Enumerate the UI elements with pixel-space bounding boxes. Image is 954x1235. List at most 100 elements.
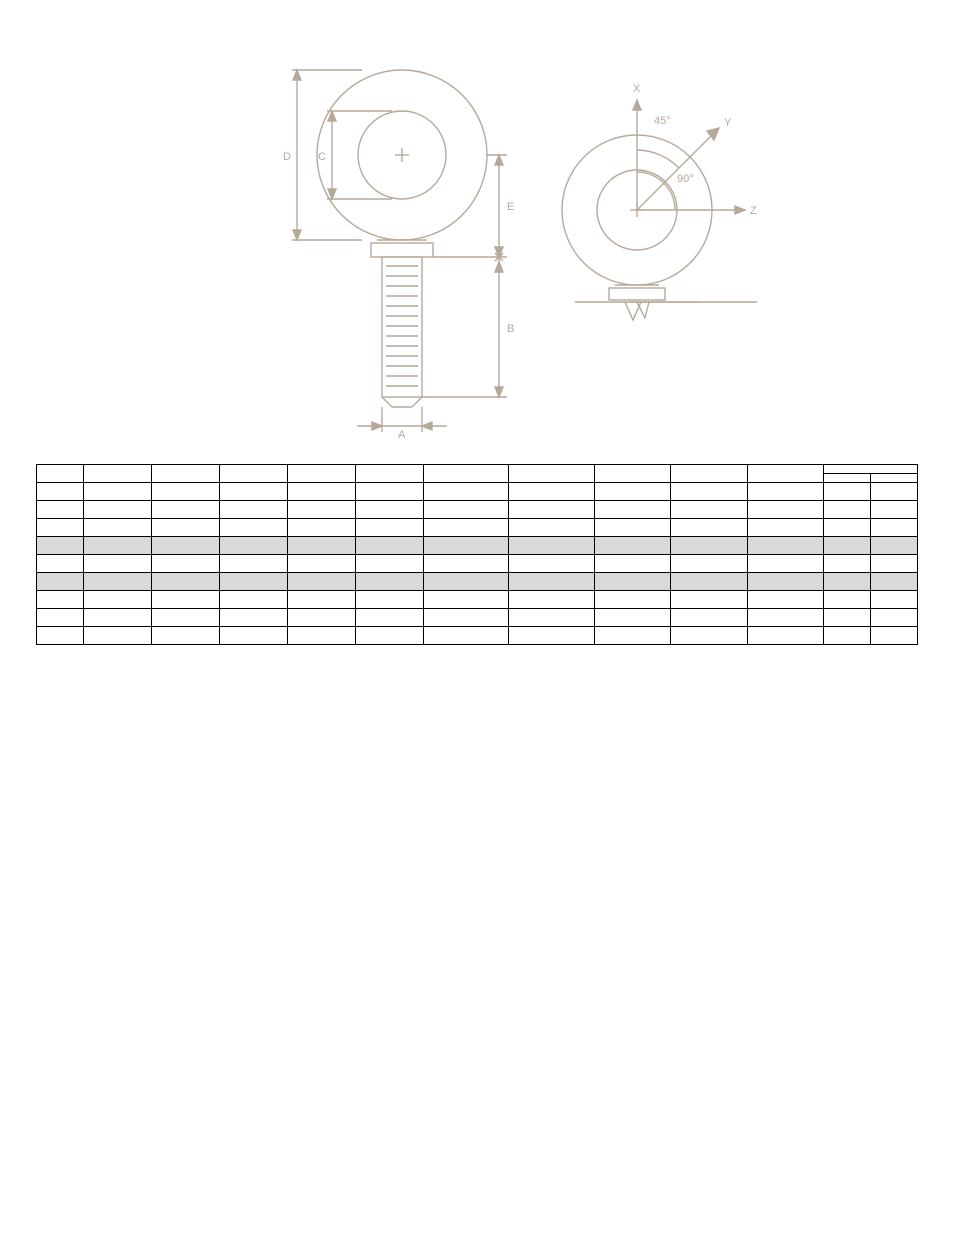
table-row [37, 555, 918, 573]
table-cell [356, 591, 424, 609]
table-cell [151, 555, 219, 573]
table-cell [356, 501, 424, 519]
table-cell [83, 573, 151, 591]
table-cell [747, 555, 824, 573]
hdr-wt-sub2 [871, 474, 918, 483]
table-cell [509, 591, 594, 609]
table-cell [747, 537, 824, 555]
table-cell [356, 555, 424, 573]
table-cell [37, 519, 84, 537]
table-cell [37, 609, 84, 627]
table-cell [288, 609, 356, 627]
table-row [37, 519, 918, 537]
axis-label-y: Y [724, 117, 732, 129]
axis-label-z: Z [750, 205, 757, 217]
table-cell [424, 483, 509, 501]
table-cell [288, 501, 356, 519]
table-cell [356, 573, 424, 591]
table-cell [424, 591, 509, 609]
table-cell [288, 519, 356, 537]
table-cell [594, 537, 671, 555]
table-cell [824, 501, 871, 519]
table-cell [220, 591, 288, 609]
table-row [37, 591, 918, 609]
table-cell [509, 627, 594, 645]
table-cell [356, 519, 424, 537]
table-row [37, 609, 918, 627]
spec-table-header [37, 465, 918, 483]
table-cell [594, 573, 671, 591]
table-cell [747, 483, 824, 501]
table-cell [220, 627, 288, 645]
table-cell [83, 627, 151, 645]
table-cell [151, 483, 219, 501]
angle-label-90: 90° [677, 173, 694, 185]
left-view: D C E [283, 70, 514, 440]
table-cell [824, 537, 871, 555]
table-cell [509, 501, 594, 519]
table-cell [220, 483, 288, 501]
table-cell [509, 483, 594, 501]
table-cell [424, 555, 509, 573]
table-cell [151, 609, 219, 627]
table-cell [83, 483, 151, 501]
dim-label-a: A [398, 429, 406, 440]
table-cell [747, 591, 824, 609]
angle-label-45: 45° [654, 115, 671, 127]
eyebolt-diagram: D C E [197, 40, 757, 440]
hdr-c [220, 465, 288, 483]
table-cell [83, 591, 151, 609]
table-cell [37, 483, 84, 501]
table-cell [220, 609, 288, 627]
table-cell [871, 555, 918, 573]
table-cell [288, 573, 356, 591]
table-cell [747, 627, 824, 645]
table-cell [824, 573, 871, 591]
table-cell [424, 519, 509, 537]
table-row [37, 483, 918, 501]
hdr-wll0 [594, 465, 671, 483]
table-cell [83, 609, 151, 627]
hdr-wt [824, 465, 918, 474]
eyebolt-diagram-container: D C E [36, 40, 918, 440]
table-cell [594, 609, 671, 627]
table-cell [594, 555, 671, 573]
table-row [37, 573, 918, 591]
table-cell [747, 519, 824, 537]
table-cell [151, 627, 219, 645]
table-cell [824, 609, 871, 627]
table-cell [151, 519, 219, 537]
table-cell [824, 519, 871, 537]
table-cell [871, 537, 918, 555]
table-cell [509, 519, 594, 537]
table-cell [871, 483, 918, 501]
table-cell [83, 555, 151, 573]
table-cell [671, 627, 748, 645]
hdr-wll90 [747, 465, 824, 483]
table-cell [747, 573, 824, 591]
table-cell [871, 609, 918, 627]
table-cell [424, 573, 509, 591]
table-cell [220, 519, 288, 537]
hdr-tap [509, 465, 594, 483]
hdr-e [356, 465, 424, 483]
table-cell [220, 501, 288, 519]
dim-label-d: D [283, 151, 291, 163]
table-cell [37, 591, 84, 609]
table-cell [83, 519, 151, 537]
eyebolt-spec-table [36, 464, 918, 645]
table-cell [220, 555, 288, 573]
table-cell [671, 537, 748, 555]
table-cell [594, 627, 671, 645]
table-cell [871, 627, 918, 645]
table-cell [671, 573, 748, 591]
table-cell [356, 609, 424, 627]
table-cell [220, 537, 288, 555]
table-cell [671, 519, 748, 537]
right-view: X Y Z 45° 90° [562, 83, 757, 320]
hdr-wt-sub1 [824, 474, 871, 483]
table-cell [424, 537, 509, 555]
table-cell [424, 501, 509, 519]
table-cell [824, 627, 871, 645]
table-cell [594, 501, 671, 519]
